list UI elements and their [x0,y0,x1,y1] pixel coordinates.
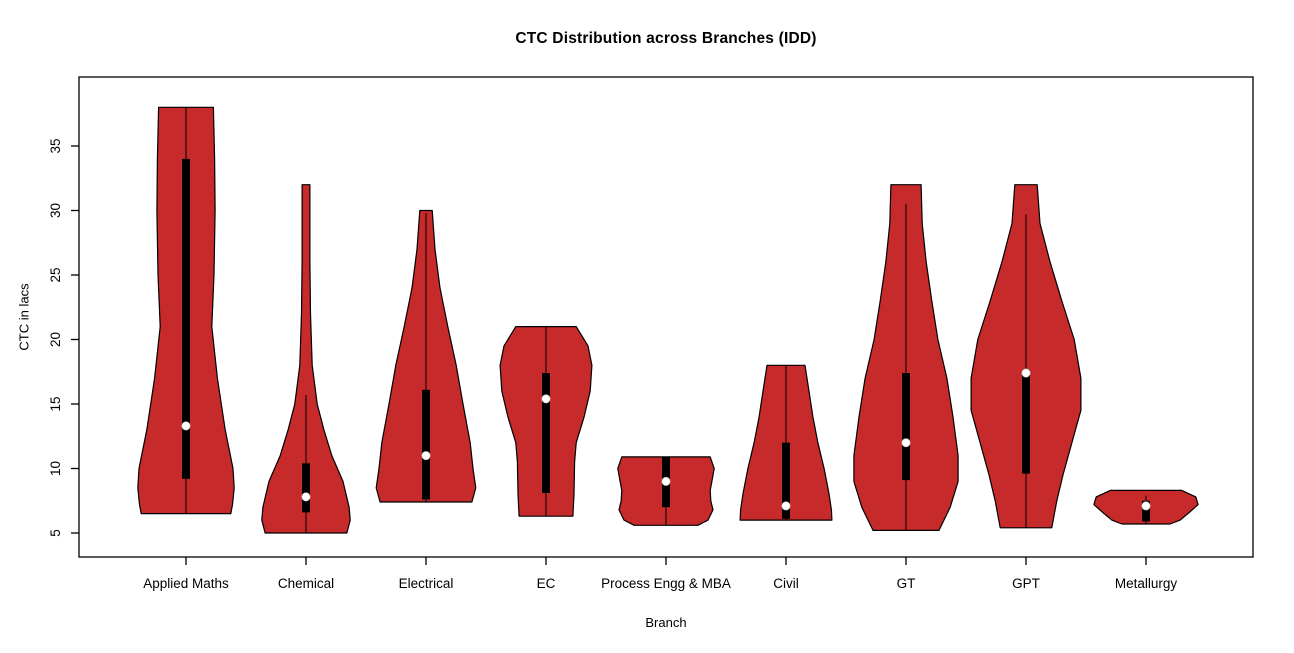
median-dot-process-engg-mba [661,476,671,486]
y-tick-label: 20 [48,332,63,347]
median-dot-gpt [1021,368,1031,378]
y-tick-label: 5 [48,529,63,537]
median-dot-ec [541,394,551,404]
x-category-label-process-engg-mba: Process Engg & MBA [601,576,731,591]
iqr-box-electrical [422,389,430,500]
y-tick-label: 10 [48,461,63,476]
violin-chemical [261,184,351,534]
y-tick-label: 30 [48,203,63,218]
iqr-box-civil [782,442,790,519]
x-category-label-gt: GT [897,576,916,591]
chart-title: CTC Distribution across Branches (IDD) [515,30,817,47]
y-tick-label: 25 [48,267,63,282]
y-tick-label: 35 [48,138,63,153]
median-dot-gt [901,438,911,448]
y-axis-title: CTC in lacs [16,283,32,351]
iqr-box-metallurgy [1142,500,1150,522]
y-tick-label: 15 [48,396,63,411]
x-category-label-chemical: Chemical [278,576,334,591]
x-category-label-applied-maths: Applied Maths [143,576,229,591]
median-dot-civil [781,501,791,511]
iqr-box-chemical [302,463,310,513]
iqr-box-gpt [1022,374,1030,474]
x-category-label-metallurgy: Metallurgy [1115,576,1178,591]
iqr-box-gt [902,373,910,481]
x-category-label-civil: Civil [773,576,799,591]
x-category-label-electrical: Electrical [399,576,454,591]
iqr-box-ec [542,373,550,494]
x-category-label-gpt: GPT [1012,576,1040,591]
x-category-label-ec: EC [537,576,556,591]
median-dot-metallurgy [1141,501,1151,511]
median-dot-applied-maths [181,421,191,431]
median-dot-chemical [301,492,311,502]
median-dot-electrical [421,451,431,461]
iqr-box-applied-maths [182,158,190,479]
x-axis-title: Branch [645,615,687,630]
